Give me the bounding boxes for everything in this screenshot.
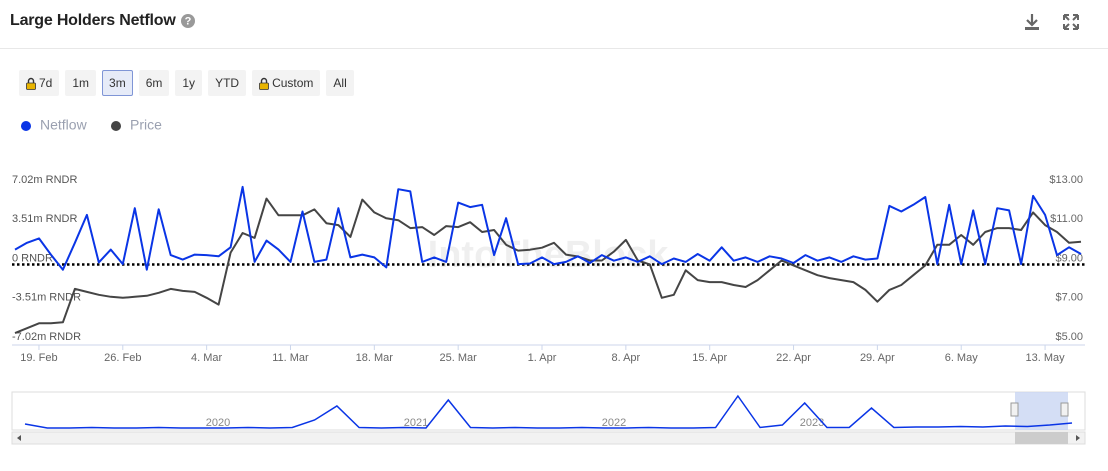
y2-tick-label: $9.00: [1055, 252, 1083, 264]
range-button-label: 3m: [109, 76, 126, 90]
legend-label[interactable]: Netflow: [40, 117, 88, 133]
fullscreen-icon[interactable]: [1062, 13, 1080, 31]
legend-marker[interactable]: [21, 121, 31, 131]
y2-tick-label: $13.00: [1049, 174, 1083, 186]
range-button[interactable]: 7d: [19, 70, 60, 96]
navigator-label: 2021: [404, 417, 428, 429]
range-button[interactable]: 3m: [102, 70, 133, 96]
scroll-right[interactable]: [1076, 435, 1080, 441]
x-tick-label: 25. Mar: [440, 352, 478, 364]
y-tick-label: 0 RNDR: [12, 252, 53, 264]
range-button[interactable]: 1m: [65, 70, 97, 96]
lock-icon: [259, 77, 269, 90]
help-icon[interactable]: ?: [180, 13, 196, 29]
header-divider: [0, 48, 1108, 49]
y-tick-label: 3.51m RNDR: [12, 213, 77, 225]
navigator-handle[interactable]: [1060, 402, 1069, 417]
range-button[interactable]: YTD: [208, 70, 247, 96]
x-tick-label: 11. Mar: [272, 352, 309, 364]
x-tick-label: 13. May: [1025, 352, 1065, 364]
navigator-label: 2023: [800, 417, 824, 429]
chart-header-title: Large Holders Netflow: [10, 12, 176, 29]
range-button-label: 7d: [39, 76, 53, 90]
y-tick-label: 7.02m RNDR: [12, 174, 77, 186]
range-button-label: 6m: [145, 76, 163, 90]
y-tick-label: -7.02m RNDR: [12, 331, 81, 343]
x-tick-label: 29. Apr: [860, 352, 895, 364]
x-tick-label: 15. Apr: [692, 352, 727, 364]
range-button[interactable]: 1y: [175, 70, 203, 96]
legend-label[interactable]: Price: [130, 117, 162, 133]
svg-text:?: ?: [185, 15, 192, 27]
x-tick-label: 1. Apr: [528, 352, 557, 364]
x-tick-label: 22. Apr: [776, 352, 811, 364]
scrollbar-thumb[interactable]: [1015, 432, 1068, 444]
range-buttons: 7d 1m 3m 6m 1y YTD Custom All: [19, 70, 354, 96]
lock-icon: [26, 77, 36, 90]
x-tick-label: 26. Feb: [104, 352, 141, 364]
range-button-label: Custom: [272, 76, 314, 90]
y2-tick-label: $5.00: [1055, 331, 1083, 343]
navigator-handle[interactable]: [1010, 402, 1019, 417]
x-tick-label: 8. Apr: [611, 352, 640, 364]
x-tick-label: 18. Mar: [356, 352, 394, 364]
navigator-line: [24, 394, 1073, 429]
x-tick-label: 6. May: [945, 352, 979, 364]
range-button[interactable]: All: [326, 70, 354, 96]
watermark: IntoTheBlock: [428, 234, 670, 276]
range-button-label: 1y: [182, 76, 196, 90]
navigator-label: 2022: [602, 417, 626, 429]
x-tick-label: 19. Feb: [20, 352, 57, 364]
range-button-label: YTD: [215, 76, 240, 90]
legend-marker[interactable]: [111, 121, 121, 131]
series-line: [14, 197, 1082, 335]
y2-tick-label: $11.00: [1050, 213, 1083, 225]
series-line: [14, 185, 1082, 271]
y-tick-label: -3.51m RNDR: [12, 292, 81, 304]
range-button-label: All: [333, 76, 347, 90]
navigator-label: 2020: [206, 417, 230, 429]
navigator-frame: [11, 391, 1086, 431]
x-tick-label: 4. Mar: [191, 352, 223, 364]
range-button-label: 1m: [72, 76, 90, 90]
range-button[interactable]: 6m: [138, 70, 170, 96]
range-button[interactable]: Custom: [252, 70, 321, 96]
download-icon[interactable]: [1023, 13, 1041, 31]
scrollbar-track[interactable]: [11, 431, 1086, 445]
scroll-left[interactable]: [17, 435, 21, 441]
y2-tick-label: $7.00: [1055, 292, 1083, 304]
